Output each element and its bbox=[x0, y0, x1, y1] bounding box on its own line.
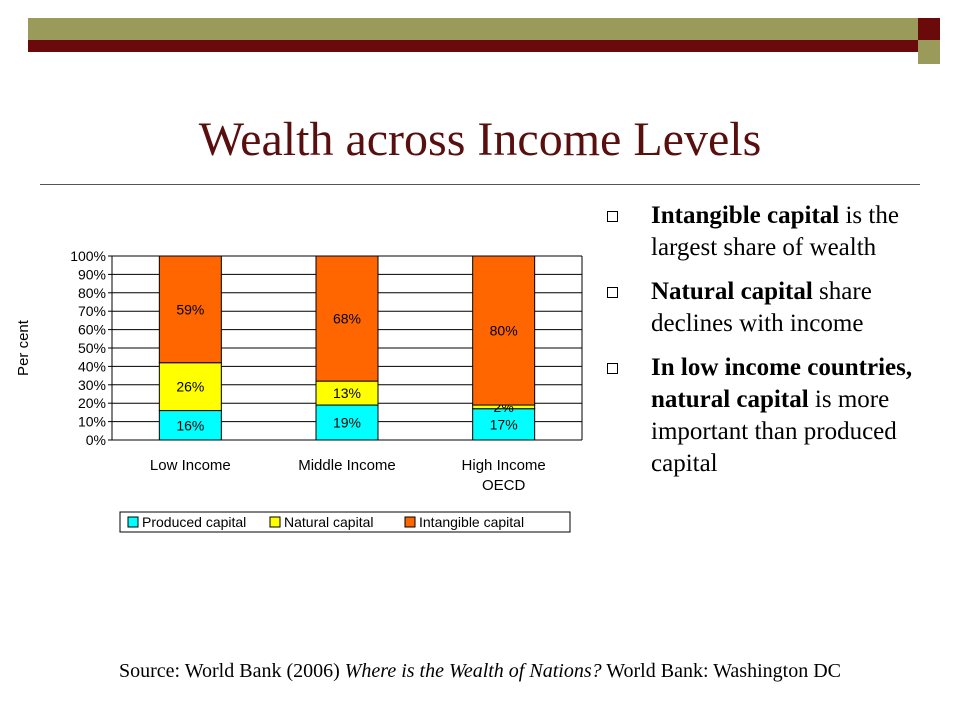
bullet-1-text: is the largest share of wealth bbox=[651, 202, 899, 261]
data-label: 59% bbox=[176, 301, 204, 317]
x-category-label: High Income bbox=[462, 457, 546, 474]
bullet-item-3: In low income countries, natural capital… bbox=[605, 352, 925, 480]
legend-box bbox=[119, 511, 571, 533]
bar-intangible-capital bbox=[472, 255, 536, 406]
square-bullet-icon bbox=[607, 211, 618, 222]
data-label: 16% bbox=[176, 417, 204, 433]
data-label: 19% bbox=[333, 415, 361, 431]
title-divider bbox=[40, 184, 920, 185]
source-prefix: Source: World Bank (2006) bbox=[119, 660, 345, 682]
y-tick-label: 10% bbox=[78, 414, 106, 430]
bullet-3-emphasis: In low income countries, natural capital bbox=[651, 354, 913, 413]
bar-produced-capital bbox=[315, 404, 379, 441]
legend-label: Intangible capital bbox=[419, 514, 524, 530]
bullet-1-emphasis: Intangible capital bbox=[651, 202, 840, 229]
data-label: 26% bbox=[176, 379, 204, 395]
top-band-olive bbox=[28, 18, 918, 40]
y-tick-label: 30% bbox=[78, 377, 106, 393]
y-axis-label: Per cent bbox=[15, 319, 32, 376]
y-tick-label: 70% bbox=[78, 303, 106, 319]
data-label: 13% bbox=[333, 385, 361, 401]
stacked-bar-chart: 0% 10% 20% 30% 40% 50% 60% 70% 80% 90% 100% Per cen… bbox=[15, 248, 583, 533]
bullet-2-text: share declines with income bbox=[651, 278, 872, 337]
square-bullet-icon bbox=[607, 287, 618, 298]
bullet-item-2: Natural capital share declines with inco… bbox=[605, 276, 925, 340]
bar-natural-capital bbox=[158, 362, 222, 412]
y-tick-label: 100% bbox=[70, 248, 106, 264]
x-category-label: OECD bbox=[482, 477, 526, 494]
corner-square-red bbox=[918, 18, 940, 40]
corner-square-olive bbox=[918, 40, 940, 64]
bullet-3-text: is more important than produced capital bbox=[651, 386, 897, 477]
bar-intangible-capital bbox=[315, 255, 379, 382]
legend-label: Produced capital bbox=[142, 514, 246, 530]
y-tick-label: 90% bbox=[78, 266, 106, 282]
y-tick-label: 50% bbox=[78, 340, 106, 356]
bar-intangible-capital bbox=[158, 255, 222, 364]
y-tick-label: 60% bbox=[78, 322, 106, 338]
data-label: 17% bbox=[490, 416, 518, 432]
bar-produced-capital bbox=[472, 408, 536, 441]
x-category-label: Middle Income bbox=[298, 457, 396, 474]
bullet-list: Intangible capital is the largest share … bbox=[605, 200, 925, 492]
square-bullet-icon bbox=[607, 363, 618, 374]
bullet-item-1: Intangible capital is the largest share … bbox=[605, 200, 925, 264]
y-tick-label: 0% bbox=[86, 432, 106, 448]
x-category-label: Low Income bbox=[150, 457, 231, 474]
source-suffix: World Bank: Washington DC bbox=[601, 660, 841, 682]
y-tick-label: 20% bbox=[78, 395, 106, 411]
top-decoration bbox=[0, 18, 960, 64]
legend-swatch bbox=[127, 516, 139, 528]
legend-swatch bbox=[269, 516, 281, 528]
source-book-title: Where is the Wealth of Nations? bbox=[344, 660, 602, 682]
legend-label: Natural capital bbox=[284, 514, 374, 530]
slide-title: Wealth across Income Levels bbox=[198, 113, 762, 166]
source-citation: Source: World Bank (2006) Where is the W… bbox=[0, 660, 960, 683]
legend-swatch bbox=[404, 516, 416, 528]
data-label: 68% bbox=[333, 311, 361, 327]
top-band-dark-red bbox=[28, 40, 918, 52]
bullet-2-emphasis: Natural capital bbox=[651, 278, 813, 305]
y-tick-label: 40% bbox=[78, 358, 106, 374]
data-label: 80% bbox=[490, 323, 518, 339]
y-tick-label: 80% bbox=[78, 285, 106, 301]
